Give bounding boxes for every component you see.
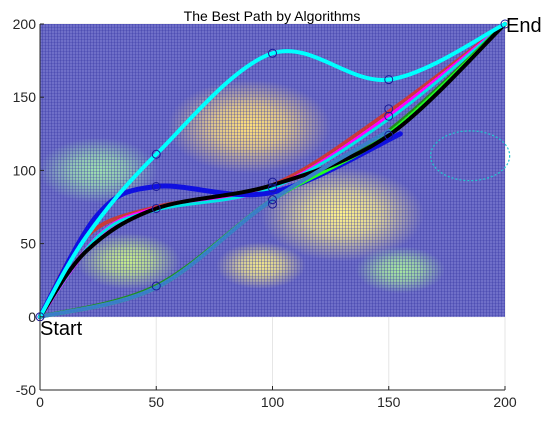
waypoint-marker	[268, 48, 277, 58]
waypoint-marker	[384, 75, 394, 85]
x-tick-label: 0	[36, 394, 44, 410]
waypoint-marker	[151, 149, 161, 159]
path-line-3	[38, 22, 507, 319]
heatmap-background	[38, 24, 505, 317]
y-tick-label: 100	[13, 162, 37, 178]
waypoint-marker	[151, 203, 161, 213]
waypoint-marker	[151, 281, 161, 291]
x-tick-label: 100	[261, 394, 285, 410]
annotation-end: End	[506, 15, 542, 37]
path-line-7	[38, 22, 507, 319]
waypoint-marker	[500, 19, 510, 29]
path-line-9	[38, 22, 507, 319]
y-tick-label: 200	[13, 16, 37, 32]
waypoint-marker	[384, 104, 394, 114]
annotation-start: Start	[40, 318, 83, 340]
annotations: Start End	[40, 15, 542, 340]
obstacle-circles	[430, 130, 511, 182]
axes	[39, 23, 506, 391]
x-tick-label: 200	[493, 394, 517, 410]
waypoint-marker	[268, 177, 277, 187]
waypoint-marker	[384, 130, 394, 140]
y-tick-label: 50	[20, 236, 36, 252]
waypoint-marker	[384, 111, 394, 121]
chart-title: The Best Path by Algorithms	[184, 8, 361, 24]
x-tick-label: 50	[148, 394, 164, 410]
y-tick-label: 0	[28, 309, 36, 325]
path-line-8	[38, 128, 391, 319]
heatmap-mesh	[40, 24, 505, 317]
waypoint-marker	[268, 199, 277, 209]
waypoint-marker	[151, 182, 161, 192]
obstacle-circle	[430, 130, 511, 182]
y-tick-label: -50	[16, 382, 36, 398]
y-tick-label: 150	[13, 89, 37, 105]
x-tick-label: 150	[377, 394, 401, 410]
waypoint-marker	[268, 195, 277, 205]
waypoint-marker	[268, 183, 277, 193]
